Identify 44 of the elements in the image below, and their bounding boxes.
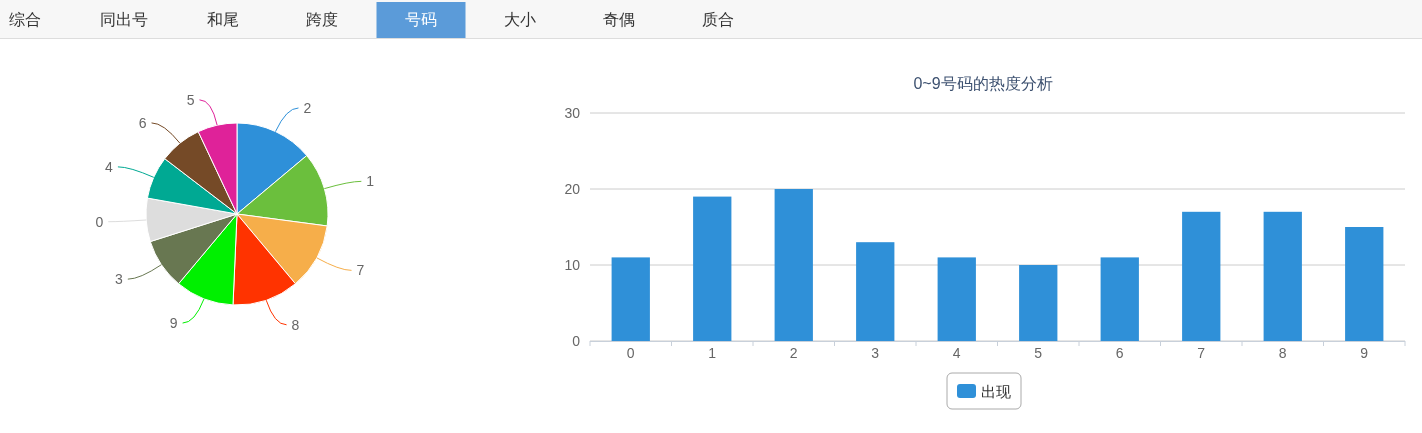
bar (1345, 227, 1384, 341)
text: 质合 (702, 11, 734, 28)
x-tick-label: 4 (952, 345, 961, 361)
x-tick-label: 7 (1197, 345, 1206, 361)
slice-label: 1 (366, 173, 375, 190)
y-tick-label: 30 (564, 105, 581, 121)
y-tick-label: 20 (564, 181, 581, 197)
bar (611, 257, 650, 341)
slice-label: 9 (169, 315, 178, 332)
x-tick-label: 9 (1360, 345, 1369, 361)
bar (856, 242, 895, 341)
slice-label: 3 (115, 271, 124, 288)
x-tick-label: 8 (1278, 345, 1287, 361)
bar (774, 189, 813, 341)
text: 综合 (9, 11, 41, 28)
slice-label: 8 (291, 316, 300, 333)
x-tick-label: 0 (626, 345, 635, 361)
slice-label: 6 (138, 114, 147, 131)
legend-label: 出现 (981, 383, 1011, 400)
text: 奇偶 (603, 11, 635, 28)
x-tick-label: 1 (708, 345, 717, 361)
slice-label: 0 (95, 213, 104, 230)
y-tick-label: 0 (572, 333, 581, 349)
x-tick-label: 2 (789, 345, 798, 361)
text: 和尾 (207, 11, 239, 28)
chart-title: 0~9号码的热度分析 (913, 75, 1053, 92)
x-tick-label: 5 (1034, 345, 1043, 361)
bar (693, 196, 732, 341)
y-tick-label: 10 (564, 257, 581, 273)
x-tick-label: 3 (871, 345, 880, 361)
bar (1019, 265, 1058, 341)
slice-label: 4 (105, 158, 114, 175)
slice-label: 5 (186, 91, 195, 108)
bar (1263, 211, 1302, 341)
slice-label: 7 (356, 262, 365, 279)
text: 大小 (504, 11, 536, 28)
bar (1100, 257, 1139, 341)
text: 跨度 (306, 11, 338, 28)
text: 号码 (405, 11, 437, 28)
slice-label: 2 (303, 99, 312, 116)
text: 同出号 (100, 11, 148, 28)
x-tick-label: 6 (1115, 345, 1124, 361)
bar (937, 257, 976, 341)
bar (1182, 211, 1221, 341)
